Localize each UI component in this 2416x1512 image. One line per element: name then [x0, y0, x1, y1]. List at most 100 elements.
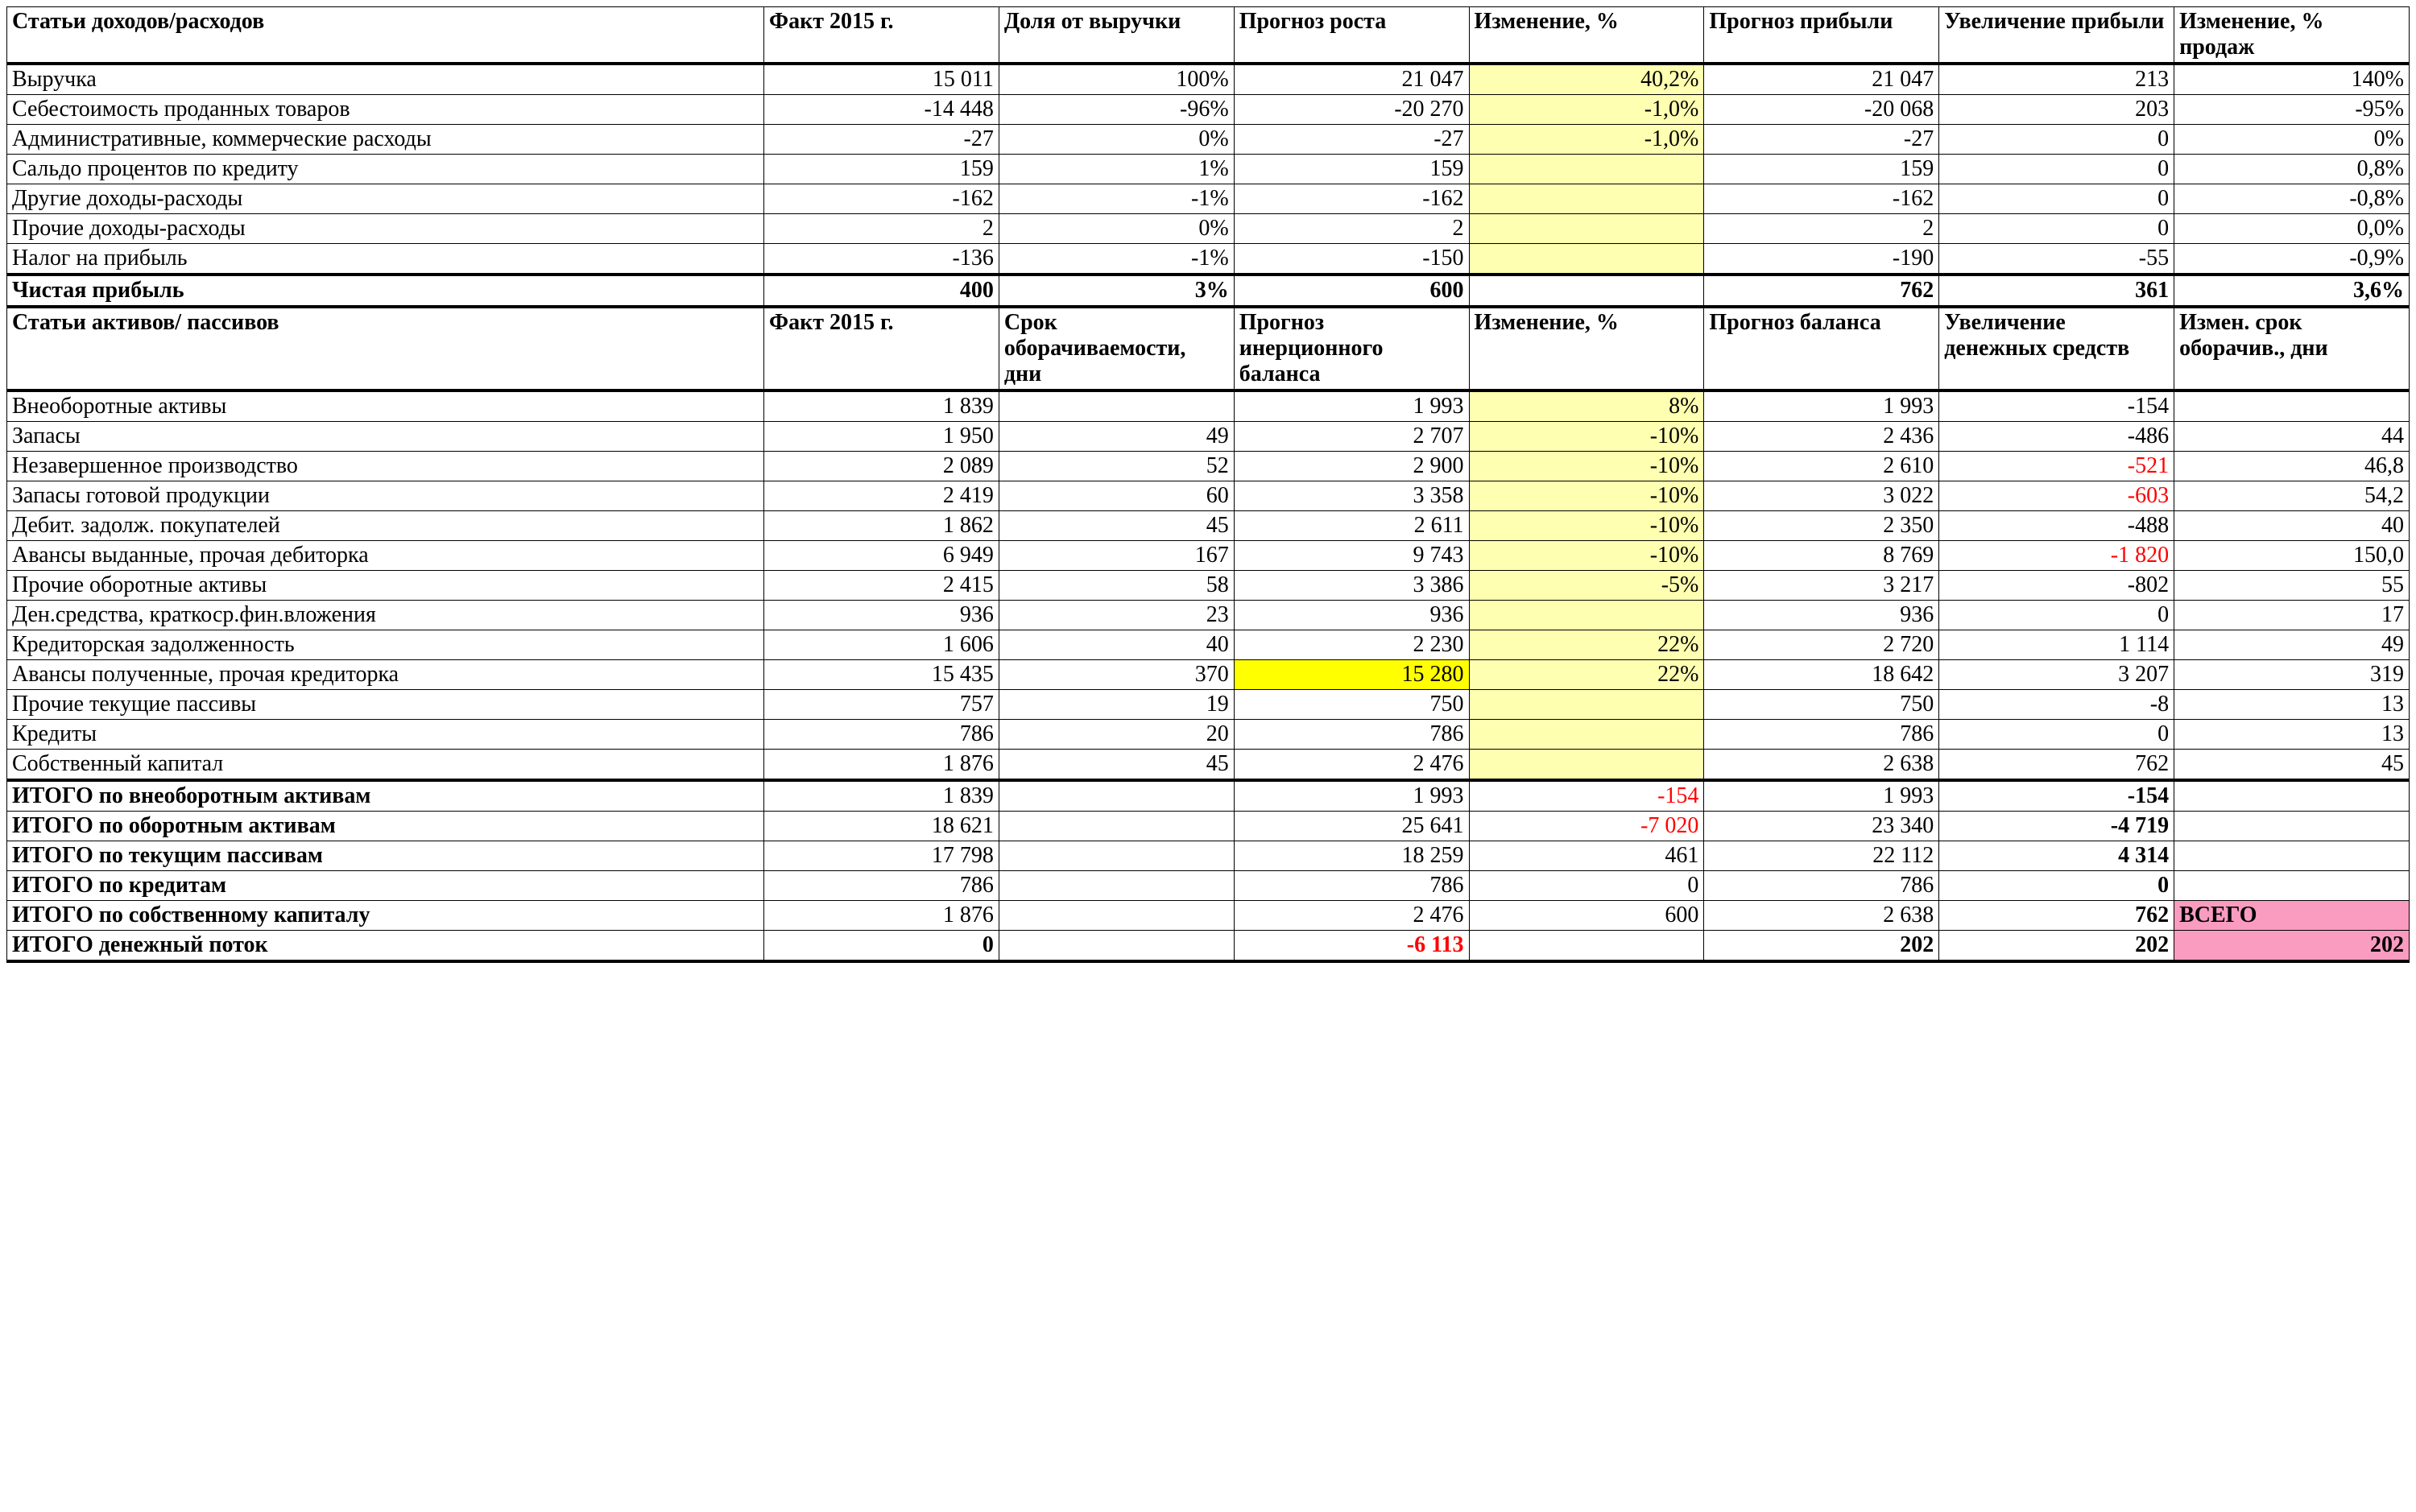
- row-label: ИТОГО по текущим пассивам: [7, 841, 764, 871]
- cell: 13: [2174, 690, 2410, 720]
- cell: [1469, 750, 1704, 781]
- data-row: Чистая прибыль4003%6007623613,6%: [7, 275, 2410, 307]
- cell: -521: [1939, 452, 2174, 481]
- row-label: Дебит. задолж. покупателей: [7, 511, 764, 541]
- cell: [1469, 690, 1704, 720]
- row-label: Запасы: [7, 422, 764, 452]
- cell: -20 068: [1704, 95, 1939, 125]
- cell: 202: [2174, 931, 2410, 962]
- cell: [1469, 601, 1704, 630]
- cell: 202: [1939, 931, 2174, 962]
- header-row: Статьи доходов/расходовФакт 2015 г.Доля …: [7, 7, 2410, 64]
- cell: 40: [2174, 511, 2410, 541]
- cell: 3 207: [1939, 660, 2174, 690]
- cell: -802: [1939, 571, 2174, 601]
- row-label: Выручка: [7, 64, 764, 95]
- cell: 0,0%: [2174, 214, 2410, 244]
- cell: 0: [1469, 871, 1704, 901]
- cell: 21 047: [1704, 64, 1939, 95]
- header-cell: Доля от выручки: [999, 7, 1234, 64]
- header-row: Статьи активов/ пассивовФакт 2015 г.Срок…: [7, 307, 2410, 390]
- cell: -0,8%: [2174, 184, 2410, 214]
- header-cell: Прогноз баланса: [1704, 307, 1939, 390]
- cell: [2174, 390, 2410, 422]
- cell: 2 415: [764, 571, 999, 601]
- cell: [1469, 244, 1704, 275]
- cell: 15 011: [764, 64, 999, 95]
- data-row: Запасы готовой продукции2 419603 358-10%…: [7, 481, 2410, 511]
- data-row: Запасы1 950492 707-10%2 436-48644: [7, 422, 2410, 452]
- cell: 2 476: [1234, 901, 1469, 931]
- data-row: ИТОГО по внеоборотным активам1 8391 993-…: [7, 780, 2410, 812]
- row-label: ИТОГО по кредитам: [7, 871, 764, 901]
- cell: 936: [1704, 601, 1939, 630]
- data-row: Налог на прибыль-136-1%-150-190-55-0,9%: [7, 244, 2410, 275]
- cell: 786: [1234, 720, 1469, 750]
- cell: 786: [764, 720, 999, 750]
- row-label: Ден.средства, краткоср.фин.вложения: [7, 601, 764, 630]
- cell: 15 435: [764, 660, 999, 690]
- cell: 0: [764, 931, 999, 962]
- row-label: Запасы готовой продукции: [7, 481, 764, 511]
- cell: [1469, 931, 1704, 962]
- cell: 20: [999, 720, 1234, 750]
- cell: 2 707: [1234, 422, 1469, 452]
- cell: -162: [1234, 184, 1469, 214]
- cell: 46,8: [2174, 452, 2410, 481]
- row-label: Сальдо процентов по кредиту: [7, 155, 764, 184]
- cell: -154: [1939, 780, 2174, 812]
- cell: [1469, 214, 1704, 244]
- header-cell: Изменение, %: [1469, 307, 1704, 390]
- cell: 18 642: [1704, 660, 1939, 690]
- cell: -1%: [999, 184, 1234, 214]
- cell: 150,0: [2174, 541, 2410, 571]
- data-row: ИТОГО по оборотным активам18 62125 641-7…: [7, 812, 2410, 841]
- row-label: Другие доходы-расходы: [7, 184, 764, 214]
- cell: -1,0%: [1469, 125, 1704, 155]
- cell: -6 113: [1234, 931, 1469, 962]
- cell: 0: [1939, 125, 2174, 155]
- header-cell: Прогноз инерционного баланса: [1234, 307, 1469, 390]
- cell: -4 719: [1939, 812, 2174, 841]
- cell: 13: [2174, 720, 2410, 750]
- data-row: Другие доходы-расходы-162-1%-162-1620-0,…: [7, 184, 2410, 214]
- header-cell: Срок оборачиваемости, дни: [999, 307, 1234, 390]
- cell: [999, 871, 1234, 901]
- cell: 1 993: [1704, 390, 1939, 422]
- cell: 2 638: [1704, 901, 1939, 931]
- row-label: ИТОГО денежный поток: [7, 931, 764, 962]
- cell: 3,6%: [2174, 275, 2410, 307]
- cell: -96%: [999, 95, 1234, 125]
- cell: -55: [1939, 244, 2174, 275]
- cell: -162: [1704, 184, 1939, 214]
- cell: -1,0%: [1469, 95, 1704, 125]
- cell: 3 358: [1234, 481, 1469, 511]
- cell: 0%: [999, 125, 1234, 155]
- data-row: Внеоборотные активы1 8391 9938%1 993-154: [7, 390, 2410, 422]
- row-label: Административные, коммерческие расходы: [7, 125, 764, 155]
- cell: [1469, 275, 1704, 307]
- cell: 17: [2174, 601, 2410, 630]
- data-row: Прочие оборотные активы2 415583 386-5%3 …: [7, 571, 2410, 601]
- row-label: Налог на прибыль: [7, 244, 764, 275]
- cell: 2 089: [764, 452, 999, 481]
- data-row: Прочие текущие пассивы75719750750-813: [7, 690, 2410, 720]
- cell: 45: [999, 750, 1234, 781]
- data-row: Авансы выданные, прочая дебиторка6 94916…: [7, 541, 2410, 571]
- cell: 40,2%: [1469, 64, 1704, 95]
- cell: 1 606: [764, 630, 999, 660]
- cell: 762: [1939, 901, 2174, 931]
- cell: 1 876: [764, 750, 999, 781]
- cell: 25 641: [1234, 812, 1469, 841]
- header-cell: Статьи доходов/расходов: [7, 7, 764, 64]
- header-cell: Измен. срок оборачив., дни: [2174, 307, 2410, 390]
- cell: 6 949: [764, 541, 999, 571]
- row-label: ИТОГО по оборотным активам: [7, 812, 764, 841]
- cell: 2 230: [1234, 630, 1469, 660]
- data-row: Собственный капитал1 876452 4762 6387624…: [7, 750, 2410, 781]
- cell: 55: [2174, 571, 2410, 601]
- cell: 23: [999, 601, 1234, 630]
- cell: 17 798: [764, 841, 999, 871]
- cell: 100%: [999, 64, 1234, 95]
- cell: -95%: [2174, 95, 2410, 125]
